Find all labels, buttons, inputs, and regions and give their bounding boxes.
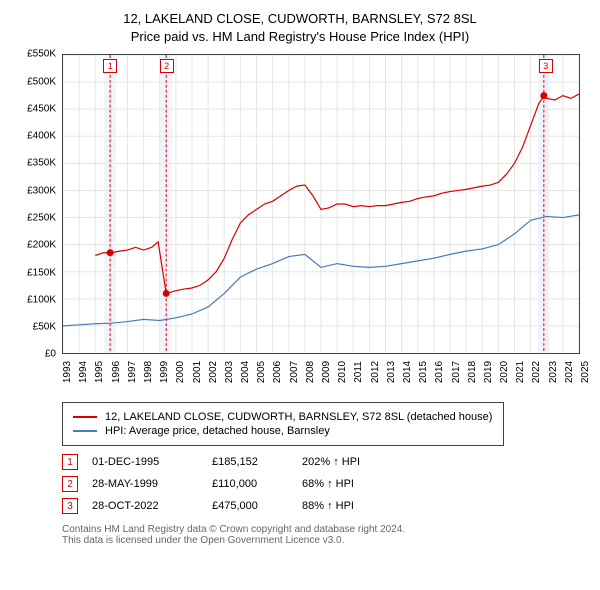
x-axis-label: 2013: [386, 361, 397, 383]
marker-number-box: 3: [62, 498, 78, 514]
x-axis-label: 1995: [94, 361, 105, 383]
marker-date: 01-DEC-1995: [92, 456, 212, 468]
y-axis-label: £300K: [27, 185, 56, 196]
x-axis-label: 2000: [175, 361, 186, 383]
x-axis: 1993199419951996199719981999200020012002…: [62, 354, 580, 374]
y-axis: £0£50K£100K£150K£200K£250K£300K£350K£400…: [20, 54, 60, 354]
y-axis-label: £450K: [27, 103, 56, 114]
y-axis-label: £500K: [27, 76, 56, 87]
chart-svg: [63, 55, 579, 353]
footer-line-1: Contains HM Land Registry data © Crown c…: [62, 524, 590, 535]
legend-row: HPI: Average price, detached house, Barn…: [73, 425, 493, 437]
x-axis-label: 2001: [192, 361, 203, 383]
marker-number-box: 1: [62, 454, 78, 470]
x-axis-label: 2007: [289, 361, 300, 383]
title-line-1: 12, LAKELAND CLOSE, CUDWORTH, BARNSLEY, …: [10, 10, 590, 28]
footer-text: Contains HM Land Registry data © Crown c…: [62, 524, 590, 546]
x-axis-label: 2019: [483, 361, 494, 383]
chart-marker-3: 3: [539, 59, 553, 73]
x-axis-label: 2015: [418, 361, 429, 383]
marker-table-row: 1 01-DEC-1995 £185,152 202% ↑ HPI: [62, 454, 590, 470]
y-axis-label: £50K: [33, 322, 56, 333]
y-axis-label: £100K: [27, 294, 56, 305]
x-axis-label: 2006: [272, 361, 283, 383]
marker-pct: 202% ↑ HPI: [302, 456, 360, 468]
chart-marker-2: 2: [160, 59, 174, 73]
legend-box: 12, LAKELAND CLOSE, CUDWORTH, BARNSLEY, …: [62, 402, 504, 446]
legend-swatch: [73, 416, 97, 418]
x-axis-label: 1993: [62, 361, 73, 383]
x-axis-label: 2005: [256, 361, 267, 383]
title-block: 12, LAKELAND CLOSE, CUDWORTH, BARNSLEY, …: [10, 10, 590, 46]
y-axis-label: £400K: [27, 131, 56, 142]
x-axis-label: 2002: [208, 361, 219, 383]
title-line-2: Price paid vs. HM Land Registry's House …: [10, 28, 590, 46]
footer-line-2: This data is licensed under the Open Gov…: [62, 535, 590, 546]
y-axis-label: £550K: [27, 49, 56, 60]
x-axis-label: 2024: [564, 361, 575, 383]
y-axis-label: £250K: [27, 213, 56, 224]
y-axis-label: £0: [45, 349, 56, 360]
legend-label: 12, LAKELAND CLOSE, CUDWORTH, BARNSLEY, …: [105, 411, 492, 423]
y-axis-label: £200K: [27, 240, 56, 251]
chart-container: 12, LAKELAND CLOSE, CUDWORTH, BARNSLEY, …: [10, 10, 590, 546]
y-axis-label: £150K: [27, 267, 56, 278]
x-axis-label: 1996: [111, 361, 122, 383]
x-axis-label: 2023: [548, 361, 559, 383]
x-axis-label: 1999: [159, 361, 170, 383]
x-axis-label: 2004: [240, 361, 251, 383]
marker-number-box: 2: [62, 476, 78, 492]
x-axis-label: 1994: [78, 361, 89, 383]
chart-marker-1: 1: [103, 59, 117, 73]
x-axis-label: 2025: [580, 361, 591, 383]
x-axis-label: 2020: [499, 361, 510, 383]
marker-table-row: 2 28-MAY-1999 £110,000 68% ↑ HPI: [62, 476, 590, 492]
marker-table-row: 3 28-OCT-2022 £475,000 88% ↑ HPI: [62, 498, 590, 514]
marker-pct: 88% ↑ HPI: [302, 500, 354, 512]
x-axis-label: 2017: [451, 361, 462, 383]
marker-table: 1 01-DEC-1995 £185,152 202% ↑ HPI 2 28-M…: [62, 454, 590, 514]
marker-price: £110,000: [212, 478, 302, 490]
x-axis-label: 1998: [143, 361, 154, 383]
x-axis-label: 2011: [353, 362, 364, 384]
x-axis-label: 1997: [127, 361, 138, 383]
marker-pct: 68% ↑ HPI: [302, 478, 354, 490]
x-axis-label: 2018: [467, 361, 478, 383]
plot-area: 1 2 3: [62, 54, 580, 354]
x-axis-label: 2022: [531, 361, 542, 383]
legend-row: 12, LAKELAND CLOSE, CUDWORTH, BARNSLEY, …: [73, 411, 493, 423]
marker-price: £475,000: [212, 500, 302, 512]
x-axis-label: 2021: [515, 361, 526, 383]
x-axis-label: 2003: [224, 361, 235, 383]
y-axis-label: £350K: [27, 158, 56, 169]
x-axis-label: 2016: [434, 361, 445, 383]
marker-date: 28-OCT-2022: [92, 500, 212, 512]
x-axis-label: 2014: [402, 361, 413, 383]
x-axis-label: 2009: [321, 361, 332, 383]
marker-price: £185,152: [212, 456, 302, 468]
chart-area: £0 £50K £100K £150K £200K £250K £300K £350K £400…: [20, 54, 580, 374]
x-axis-label: 2010: [337, 361, 348, 383]
legend-swatch: [73, 430, 97, 432]
x-axis-label: 2008: [305, 361, 316, 383]
marker-date: 28-MAY-1999: [92, 478, 212, 490]
x-axis-label: 2012: [370, 361, 381, 383]
legend-label: HPI: Average price, detached house, Barn…: [105, 425, 330, 437]
